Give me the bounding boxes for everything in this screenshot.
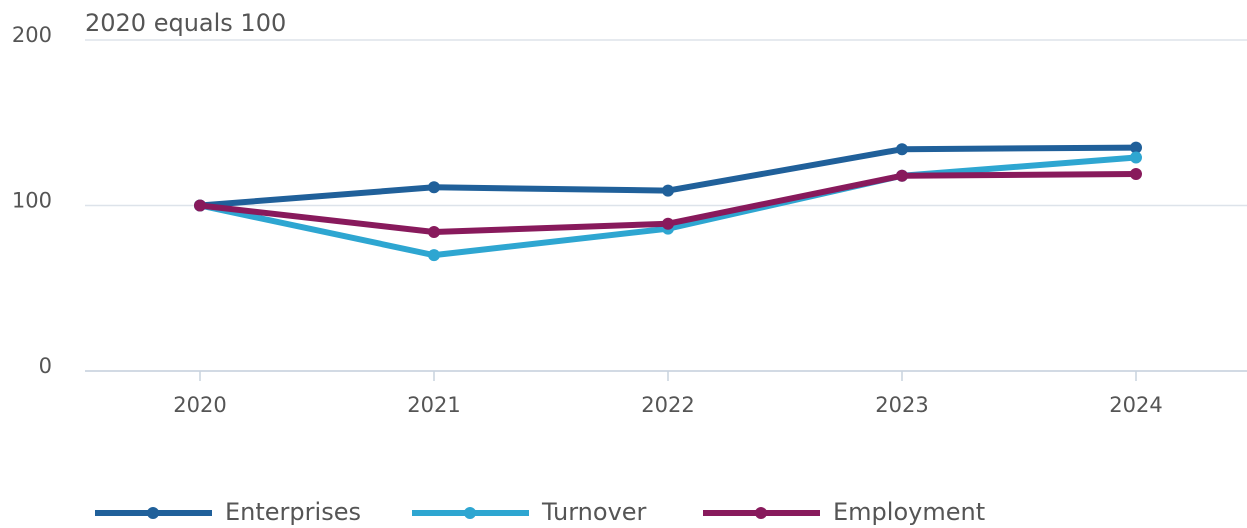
x-tick-label: 2022	[641, 393, 694, 417]
data-point	[428, 225, 440, 238]
x-tick-label: 2021	[407, 393, 460, 417]
data-point	[194, 199, 206, 212]
x-tick-label: 2023	[875, 393, 928, 417]
legend-marker	[755, 507, 767, 519]
data-point	[662, 184, 674, 197]
data-point	[896, 143, 908, 156]
data-point	[1130, 168, 1142, 181]
legend-marker	[464, 507, 476, 519]
x-tick-label: 2020	[173, 393, 226, 417]
data-point	[428, 181, 440, 194]
legend-label: Turnover	[541, 498, 647, 526]
y-tick-label: 100	[12, 189, 52, 213]
data-point	[896, 169, 908, 182]
y-tick-label: 0	[39, 354, 52, 378]
data-point	[662, 217, 674, 230]
data-point	[1130, 141, 1142, 154]
legend-label: Employment	[833, 498, 985, 526]
y-tick-label: 200	[12, 23, 52, 47]
legend-label: Enterprises	[225, 498, 361, 526]
legend-marker	[147, 507, 159, 519]
chart-title: 2020 equals 100	[85, 9, 286, 37]
data-point	[1130, 151, 1142, 164]
x-tick-label: 2024	[1109, 393, 1162, 417]
data-point	[428, 249, 440, 262]
